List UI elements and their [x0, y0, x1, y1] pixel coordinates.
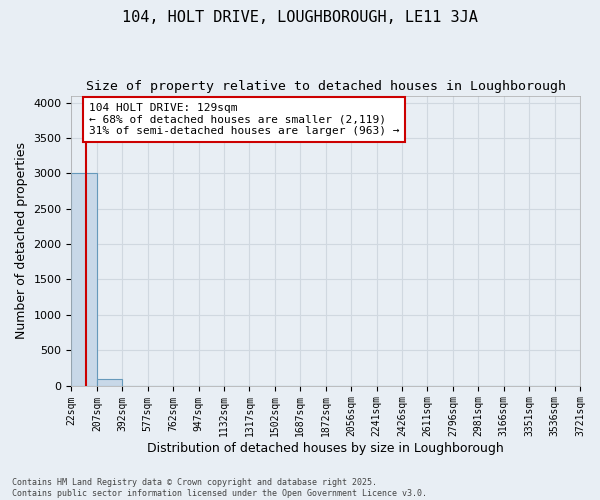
X-axis label: Distribution of detached houses by size in Loughborough: Distribution of detached houses by size …	[148, 442, 504, 455]
Title: Size of property relative to detached houses in Loughborough: Size of property relative to detached ho…	[86, 80, 566, 93]
Text: 104 HOLT DRIVE: 129sqm
← 68% of detached houses are smaller (2,119)
31% of semi-: 104 HOLT DRIVE: 129sqm ← 68% of detached…	[89, 103, 400, 136]
Y-axis label: Number of detached properties: Number of detached properties	[15, 142, 28, 339]
Bar	[71, 174, 97, 386]
Text: 104, HOLT DRIVE, LOUGHBOROUGH, LE11 3JA: 104, HOLT DRIVE, LOUGHBOROUGH, LE11 3JA	[122, 10, 478, 25]
Text: Contains HM Land Registry data © Crown copyright and database right 2025.
Contai: Contains HM Land Registry data © Crown c…	[12, 478, 427, 498]
Bar	[97, 378, 122, 386]
